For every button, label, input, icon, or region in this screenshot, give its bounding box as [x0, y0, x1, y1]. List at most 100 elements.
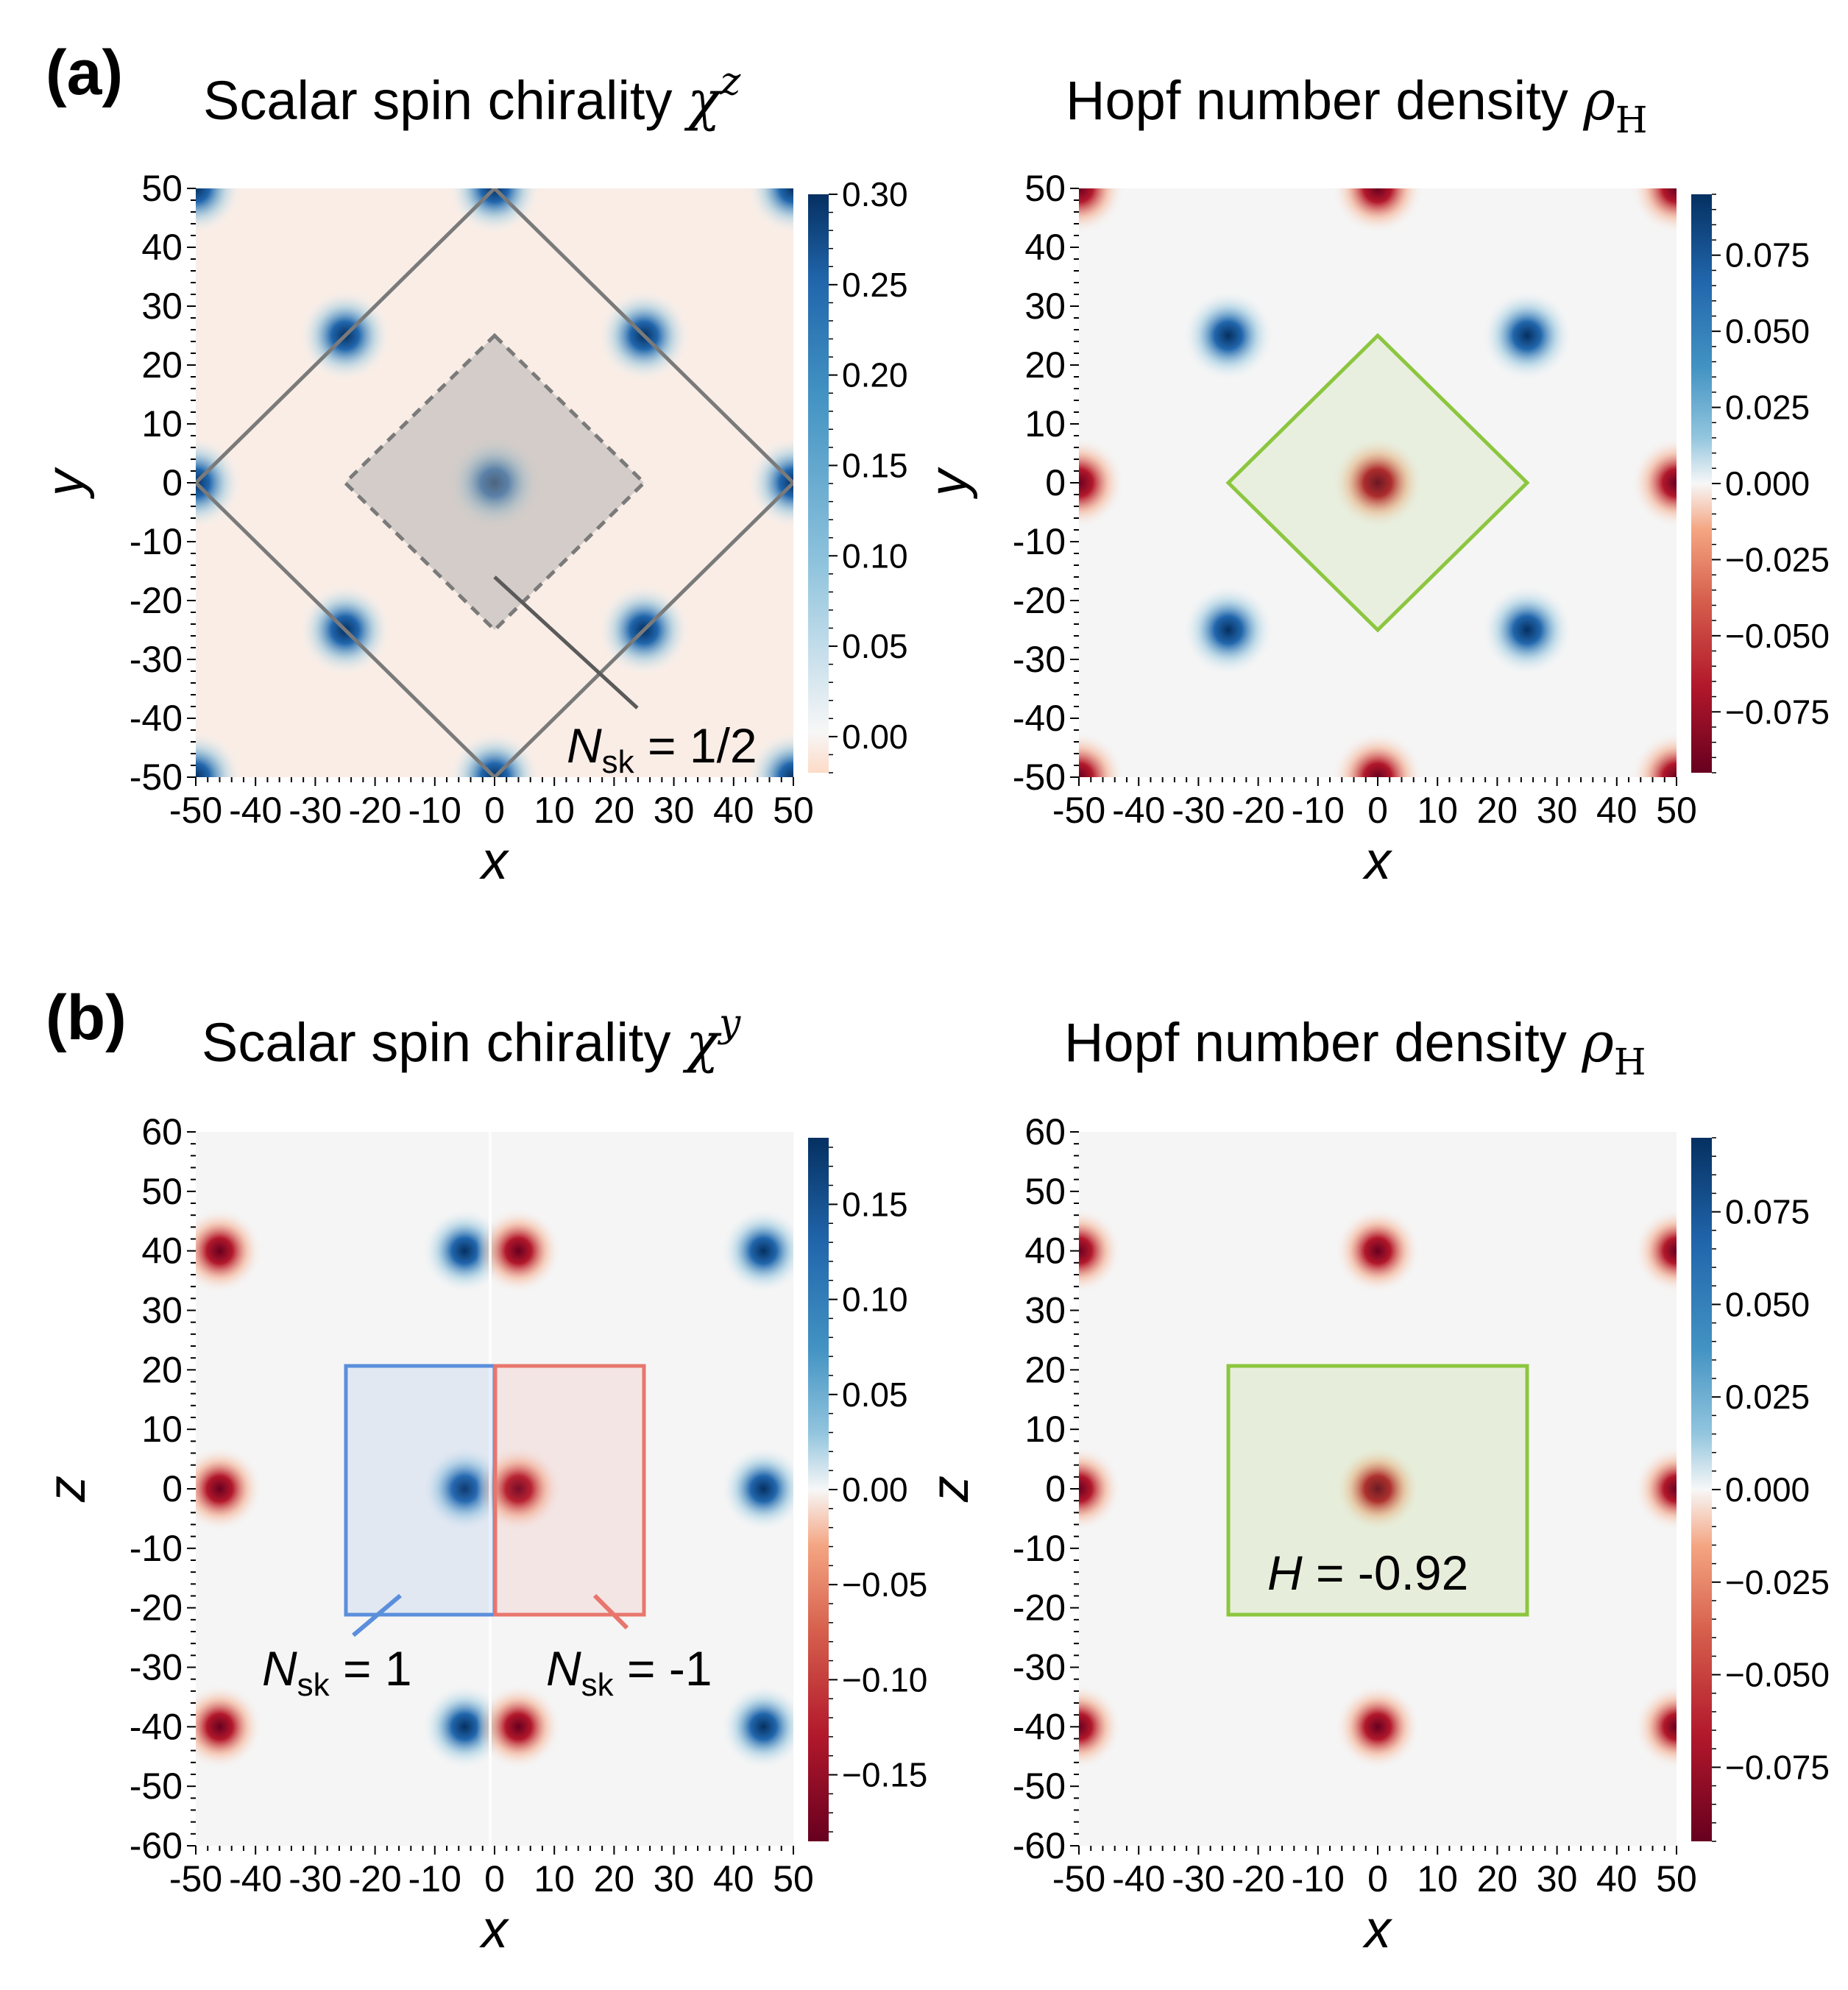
colorbar-tick-label: 0.050: [1725, 312, 1810, 350]
x-tick-label: 20: [594, 1858, 635, 1899]
negative-spot: [1332, 732, 1423, 777]
panel-label-a: (a): [46, 38, 123, 108]
negative-spot: [1079, 1684, 1122, 1770]
y-tick-label: 40: [1024, 227, 1066, 268]
x-tick-label: 40: [1596, 790, 1638, 831]
x-tick-label: -30: [288, 1858, 341, 1899]
hopf-box-b: [1226, 1364, 1529, 1617]
positive-spot: [721, 1208, 793, 1294]
x-tick-label: 50: [773, 790, 814, 831]
y-tick-label: 50: [141, 168, 183, 209]
y-tick-label: -10: [1013, 521, 1066, 562]
title-a-left-text: Scalar spin chirality: [203, 70, 687, 131]
colorbar-a-left: 0.00 0.05 0.10 0.15 0.20 0.25 0.30: [808, 175, 908, 773]
colorbar-tick-label: −0.15: [842, 1756, 927, 1794]
x-tick-label: -10: [1292, 790, 1345, 831]
y-tick-label: -30: [1013, 1647, 1066, 1688]
negative-spot: [1332, 188, 1423, 234]
y-tick-label: 0: [1045, 462, 1066, 503]
annotation-b-red-sub: sk: [581, 1667, 615, 1703]
y-tick-label: 10: [141, 403, 183, 445]
colorbar-tick-label: 0.075: [1725, 1193, 1810, 1231]
positive-spot: [449, 437, 540, 528]
title-a-left: Scalar spin chirality χz: [203, 60, 741, 132]
y-tick-label: 40: [1024, 1231, 1066, 1272]
colorbar-tick-label: 0.00: [842, 718, 908, 756]
negative-spot: [1079, 188, 1125, 234]
annotation-b-right-value: = -0.92: [1303, 1545, 1469, 1600]
title-b-left-sup: y: [718, 1002, 741, 1046]
title-a-left-symbol: χ: [684, 69, 723, 132]
x-tick-label: -30: [288, 790, 341, 831]
axes-a-left: -50 -40 -30 -20 -10 0 10 20 30 40 50-50-40-30-20-1…: [36, 168, 814, 890]
positive-spot: [748, 188, 793, 234]
x-tick-label: 0: [1367, 790, 1388, 831]
annotation-a-left-value: = 1/2: [634, 718, 757, 773]
y-tick-label: 50: [1024, 1171, 1066, 1212]
annotation-a-left: Nsk = 1/2: [567, 718, 757, 780]
y-tick-label: -60: [1013, 1825, 1066, 1866]
colorbar-gradient: [1691, 194, 1712, 773]
x-tick-label: -20: [348, 790, 401, 831]
axes-b-right: -50 -40 -30 -20 -10 0 10 20 30 40 50-60-50-40-30-2…: [921, 1111, 1697, 1959]
axes-a-right: -50 -40 -30 -20 -10 0 10 20 30 40 50-50-40-30-20-1…: [919, 168, 1697, 890]
negative-spot: [1634, 1208, 1677, 1294]
y-tick-label: -40: [130, 698, 183, 739]
y-tick-label: -50: [1013, 757, 1066, 798]
x-tick-label: -10: [408, 790, 461, 831]
x-tick-label: -50: [169, 790, 222, 831]
negative-spot: [475, 1684, 562, 1770]
x-tick-label: -40: [229, 1858, 282, 1899]
negative-spot: [1335, 1208, 1420, 1294]
annotation-b-right: H = -0.92: [1267, 1545, 1468, 1600]
x-tick-label: 10: [1417, 790, 1458, 831]
annotation-leader-b-blue: [352, 1593, 402, 1637]
positive-spot: [196, 188, 241, 234]
x-tick-label: 50: [773, 1858, 814, 1899]
overlay-a-left: [196, 188, 793, 777]
y-tick-label: -20: [130, 580, 183, 621]
title-b-right-symbol: ρ: [1581, 1011, 1614, 1074]
y-axis-label: y: [919, 467, 978, 500]
skyrmion-box-blue: [344, 1364, 497, 1617]
positive-spot: [449, 188, 540, 234]
x-tick-label: -30: [1172, 1858, 1225, 1899]
x-tick-label: 20: [1477, 790, 1518, 831]
negative-spot: [1335, 1684, 1420, 1770]
y-tick-label: -20: [130, 1587, 183, 1629]
y-tick-label: -10: [130, 521, 183, 562]
title-a-right-text: Hopf number density: [1066, 70, 1583, 131]
y-tick-label: -30: [130, 1647, 183, 1688]
colorbar-gradient: [1691, 1138, 1712, 1841]
y-tick-label: 30: [1024, 1290, 1066, 1331]
x-tick-label: 30: [1537, 1858, 1578, 1899]
negative-spot: [1332, 437, 1423, 528]
x-tick-label: 20: [1477, 1858, 1518, 1899]
title-b-right-text: Hopf number density: [1064, 1012, 1582, 1073]
magnetic-unit-cell-outline: [196, 188, 793, 777]
y-tick-label: 40: [141, 227, 183, 268]
colorbar-tick-label: −0.10: [842, 1660, 927, 1699]
colorbar-tick-label: 0.075: [1725, 236, 1810, 275]
y-tick-label: 20: [141, 1349, 183, 1390]
negative-spot: [196, 1446, 263, 1532]
y-tick-label: -60: [130, 1825, 183, 1866]
hopf-cell-outline-a: [1225, 333, 1530, 633]
y-axis-label: z: [38, 1476, 96, 1503]
y-axis-label: y: [36, 467, 95, 500]
colorbar-tick-label: 0.10: [842, 537, 908, 575]
colorbar-tick-label: 0.10: [842, 1281, 908, 1319]
y-tick-label: -50: [1013, 1766, 1066, 1807]
y-tick-label: -20: [1013, 1587, 1066, 1629]
x-tick-label: 40: [713, 790, 754, 831]
colorbar-tick-label: 0.050: [1725, 1285, 1810, 1323]
colorbar-tick-label: 0.000: [1725, 464, 1810, 503]
y-tick-label: 20: [141, 344, 183, 386]
panel-label-b: (b): [46, 982, 127, 1053]
annotation-leader-b-red: [592, 1593, 629, 1630]
title-b-left-text: Scalar spin chirality: [202, 1012, 686, 1073]
y-tick-label: 30: [141, 286, 183, 327]
y-tick-label: 30: [1024, 286, 1066, 327]
y-tick-label: -50: [130, 757, 183, 798]
x-tick-label: 40: [713, 1858, 754, 1899]
